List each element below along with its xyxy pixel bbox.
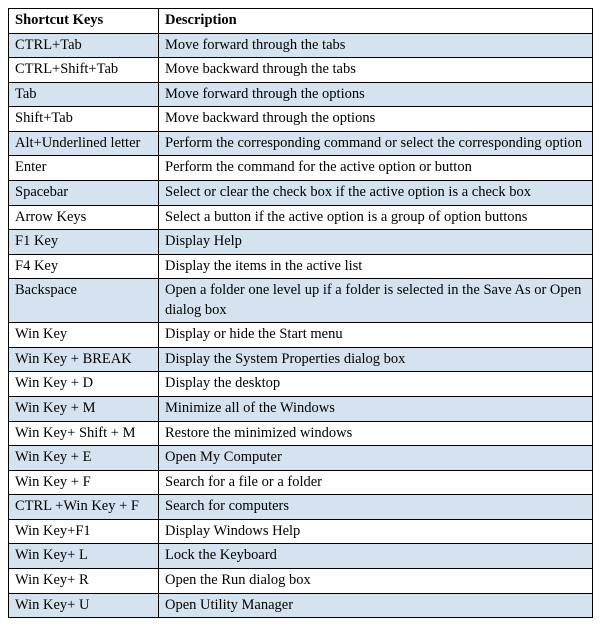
table-row: CTRL+Shift+TabMove backward through the …	[9, 58, 593, 83]
description-cell: Display the desktop	[159, 372, 593, 397]
table-row: Win Key + EOpen My Computer	[9, 446, 593, 471]
table-row: Win Key+F1Display Windows Help	[9, 519, 593, 544]
shortcut-key-cell: Alt+Underlined letter	[9, 131, 159, 156]
shortcut-key-cell: CTRL +Win Key + F	[9, 495, 159, 520]
description-cell: Display or hide the Start menu	[159, 323, 593, 348]
shortcut-key-cell: Win Key+ Shift + M	[9, 421, 159, 446]
shortcut-key-cell: Win Key+ L	[9, 544, 159, 569]
shortcut-key-cell: Win Key + D	[9, 372, 159, 397]
shortcut-key-cell: Tab	[9, 82, 159, 107]
shortcut-key-cell: Win Key+ R	[9, 568, 159, 593]
description-cell: Display the items in the active list	[159, 254, 593, 279]
table-row: Win Key + MMinimize all of the Windows	[9, 397, 593, 422]
description-cell: Perform the command for the active optio…	[159, 156, 593, 181]
shortcut-key-cell: F4 Key	[9, 254, 159, 279]
shortcut-key-cell: F1 Key	[9, 230, 159, 255]
table-row: BackspaceOpen a folder one level up if a…	[9, 279, 593, 323]
shortcut-key-cell: Backspace	[9, 279, 159, 323]
description-cell: Perform the corresponding command or sel…	[159, 131, 593, 156]
description-cell: Open Utility Manager	[159, 593, 593, 618]
description-cell: Minimize all of the Windows	[159, 397, 593, 422]
description-cell: Move forward through the tabs	[159, 33, 593, 58]
table-row: F1 KeyDisplay Help	[9, 230, 593, 255]
description-cell: Search for a file or a folder	[159, 470, 593, 495]
description-cell: Select a button if the active option is …	[159, 205, 593, 230]
table-row: CTRL +Win Key + FSearch for computers	[9, 495, 593, 520]
shortcut-key-cell: Arrow Keys	[9, 205, 159, 230]
table-row: CTRL+TabMove forward through the tabs	[9, 33, 593, 58]
table-row: F4 KeyDisplay the items in the active li…	[9, 254, 593, 279]
table-row: Win Key + DDisplay the desktop	[9, 372, 593, 397]
shortcut-key-cell: Enter	[9, 156, 159, 181]
table-row: Win Key+ LLock the Keyboard	[9, 544, 593, 569]
table-row: SpacebarSelect or clear the check box if…	[9, 180, 593, 205]
shortcut-table: Shortcut Keys Description CTRL+TabMove f…	[8, 8, 593, 618]
shortcut-key-cell: Win Key + E	[9, 446, 159, 471]
table-row: EnterPerform the command for the active …	[9, 156, 593, 181]
shortcut-key-cell: Win Key + BREAK	[9, 347, 159, 372]
shortcut-key-cell: Win Key + M	[9, 397, 159, 422]
table-row: Win Key + BREAKDisplay the System Proper…	[9, 347, 593, 372]
description-cell: Open a folder one level up if a folder i…	[159, 279, 593, 323]
header-shortcut: Shortcut Keys	[9, 9, 159, 34]
table-header-row: Shortcut Keys Description	[9, 9, 593, 34]
shortcut-key-cell: Win Key	[9, 323, 159, 348]
shortcut-key-cell: Spacebar	[9, 180, 159, 205]
shortcut-key-cell: Win Key + F	[9, 470, 159, 495]
description-cell: Search for computers	[159, 495, 593, 520]
table-row: Win Key+ Shift + MRestore the minimized …	[9, 421, 593, 446]
table-row: TabMove forward through the options	[9, 82, 593, 107]
description-cell: Display Help	[159, 230, 593, 255]
table-row: Win KeyDisplay or hide the Start menu	[9, 323, 593, 348]
description-cell: Display Windows Help	[159, 519, 593, 544]
header-description: Description	[159, 9, 593, 34]
shortcut-key-cell: Win Key+F1	[9, 519, 159, 544]
description-cell: Select or clear the check box if the act…	[159, 180, 593, 205]
shortcut-key-cell: CTRL+Shift+Tab	[9, 58, 159, 83]
table-row: Shift+TabMove backward through the optio…	[9, 107, 593, 132]
table-row: Alt+Underlined letterPerform the corresp…	[9, 131, 593, 156]
description-cell: Display the System Properties dialog box	[159, 347, 593, 372]
description-cell: Move forward through the options	[159, 82, 593, 107]
table-row: Arrow KeysSelect a button if the active …	[9, 205, 593, 230]
description-cell: Lock the Keyboard	[159, 544, 593, 569]
description-cell: Open My Computer	[159, 446, 593, 471]
table-row: Win Key+ ROpen the Run dialog box	[9, 568, 593, 593]
shortcut-key-cell: Win Key+ U	[9, 593, 159, 618]
shortcut-key-cell: Shift+Tab	[9, 107, 159, 132]
description-cell: Move backward through the options	[159, 107, 593, 132]
table-row: Win Key + FSearch for a file or a folder	[9, 470, 593, 495]
description-cell: Restore the minimized windows	[159, 421, 593, 446]
description-cell: Move backward through the tabs	[159, 58, 593, 83]
description-cell: Open the Run dialog box	[159, 568, 593, 593]
shortcut-key-cell: CTRL+Tab	[9, 33, 159, 58]
table-row: Win Key+ UOpen Utility Manager	[9, 593, 593, 618]
